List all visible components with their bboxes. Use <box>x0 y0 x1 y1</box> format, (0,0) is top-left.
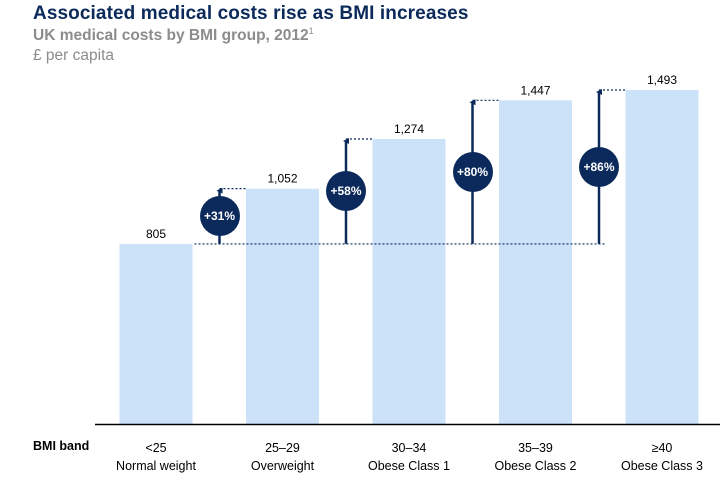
subtitle-text: UK medical costs by BMI group, 2012 <box>33 27 309 44</box>
value-label-5: 1,493 <box>647 73 677 87</box>
unit-label: £ per capita <box>33 47 114 64</box>
category-label-1: <25 Normal weight <box>86 439 226 475</box>
category-name-5: Obese Class 3 <box>621 459 703 473</box>
category-name-2: Overweight <box>250 459 315 473</box>
category-name-4: Obese Class 2 <box>494 459 577 473</box>
category-name-3: Obese Class 1 <box>368 459 450 473</box>
category-label-2: 25–29 Overweight <box>213 439 353 475</box>
increase-badge-4: +86% <box>579 146 619 187</box>
bar-5 <box>625 90 699 424</box>
value-label-4: 1,447 <box>520 83 550 97</box>
increase-badge-2: +58% <box>326 171 366 212</box>
x-axis-title: BMI band <box>33 439 90 453</box>
bar-2 <box>246 188 319 424</box>
category-range-3: 30–34 <box>391 441 427 455</box>
increase-badge-3: +80% <box>452 152 493 193</box>
category-label-5: ≥40 Obese Class 3 <box>592 439 727 475</box>
chart-title: Associated medical costs rise as BMI inc… <box>33 3 469 24</box>
value-label-3: 1,274 <box>394 122 424 136</box>
increase-badge-1: +31% <box>199 196 240 237</box>
category-range-4: 35–39 <box>518 441 553 455</box>
bar-3 <box>372 138 446 425</box>
bar-1 <box>119 243 193 424</box>
category-name-1: Normal weight <box>116 459 196 473</box>
chart-subtitle: UK medical costs by BMI group, 20121 <box>33 25 314 45</box>
category-label-3: 30–34 Obese Class 1 <box>339 439 479 475</box>
bar-4 <box>499 100 572 425</box>
category-label-4: 35–39 Obese Class 2 <box>466 439 606 475</box>
value-label-1: 805 <box>146 227 166 241</box>
footnote-marker: 1 <box>308 25 314 36</box>
category-range-1: <25 <box>145 441 167 455</box>
category-range-2: 25–29 <box>265 441 300 455</box>
value-label-2: 1,052 <box>267 172 297 186</box>
category-range-5: ≥40 <box>651 441 673 455</box>
